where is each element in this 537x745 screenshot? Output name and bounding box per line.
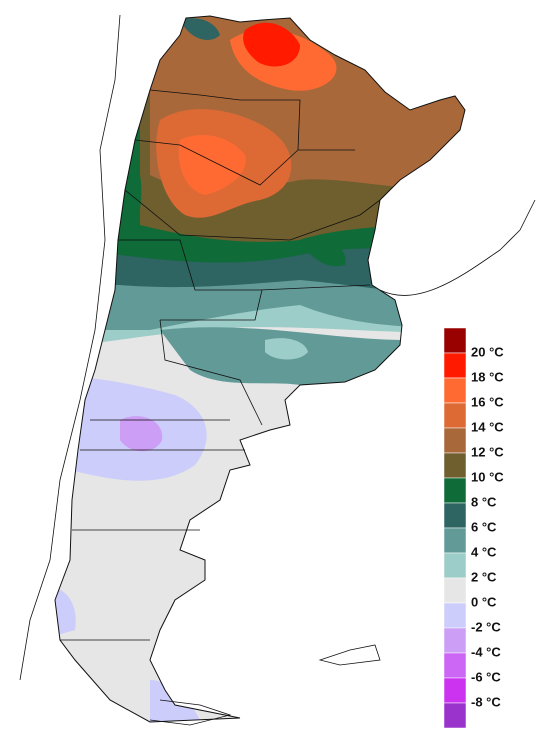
legend-label: -6 °C <box>471 669 501 684</box>
legend-swatch <box>443 352 467 379</box>
legend-label: -8 °C <box>471 694 501 709</box>
legend-swatch <box>443 427 467 454</box>
legend: 20 °C 18 °C 16 °C 14 °C 12 °C 10 °C 8 °C 6 °C 4 … <box>443 327 504 729</box>
neighbor-borders <box>19 14 536 726</box>
legend-swatch <box>443 452 467 479</box>
province-borders <box>60 89 381 641</box>
legend-label: 4 °C <box>471 544 497 559</box>
legend-label: -4 °C <box>471 644 501 659</box>
legend-label: 18 °C <box>471 369 504 384</box>
legend-swatch <box>443 377 467 404</box>
legend-swatch <box>443 627 467 654</box>
legend-swatch <box>443 402 467 429</box>
legend-swatch <box>443 602 467 629</box>
legend-label: 14 °C <box>471 419 504 434</box>
legend-swatch <box>443 552 467 579</box>
legend-label: 10 °C <box>471 469 504 484</box>
legend-label: -2 °C <box>471 619 501 634</box>
legend-swatch <box>443 702 467 729</box>
legend-swatch <box>443 577 467 604</box>
legend-swatch <box>443 502 467 529</box>
legend-swatch <box>443 527 467 554</box>
legend-swatch <box>443 652 467 679</box>
legend-label: 20 °C <box>471 344 504 359</box>
legend-label: 12 °C <box>471 444 504 459</box>
legend-label: 2 °C <box>471 569 497 584</box>
legend-label: 8 °C <box>471 494 497 509</box>
country-outline <box>54 15 466 723</box>
legend-swatch <box>443 327 467 354</box>
legend-label: 6 °C <box>471 519 497 534</box>
legend-label: 16 °C <box>471 394 504 409</box>
legend-label: 0 °C <box>471 594 497 609</box>
legend-swatch <box>443 677 467 704</box>
legend-swatch <box>443 477 467 504</box>
